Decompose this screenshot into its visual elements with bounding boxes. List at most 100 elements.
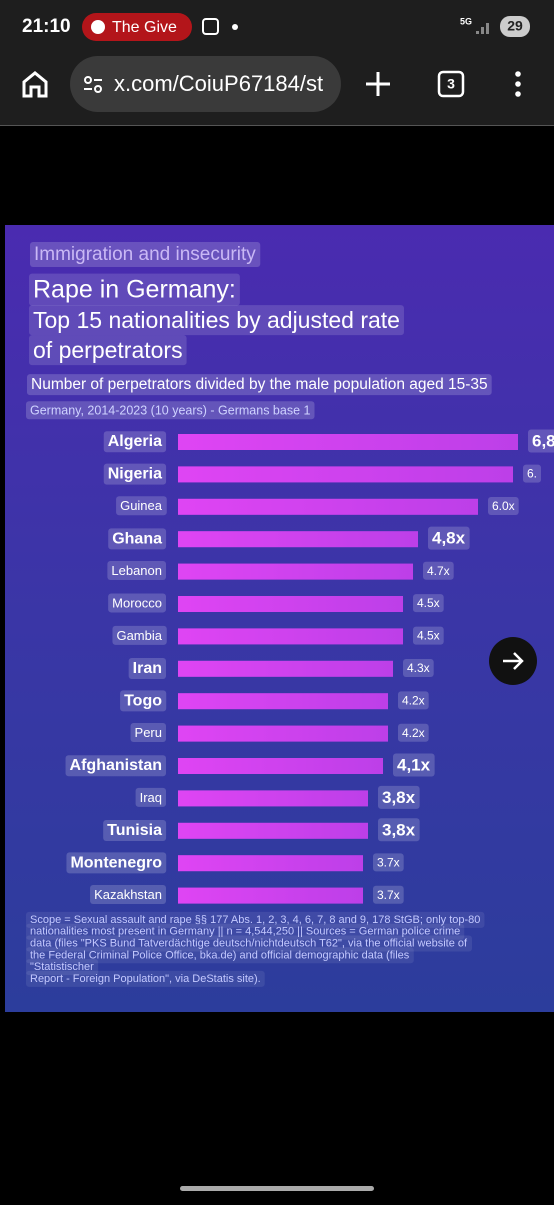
- value-label-box: [413, 594, 444, 613]
- value-label: 4.5x: [417, 596, 440, 610]
- value-label-box: [488, 496, 519, 515]
- chart-image: [5, 225, 554, 1012]
- bar-accent: [178, 498, 478, 515]
- value-label: 3,8x: [382, 788, 416, 807]
- footnote: data (files "PKS Bund Tatverdächtige deu…: [30, 938, 468, 950]
- value-label-box: [423, 561, 454, 580]
- category-label-box: [130, 723, 166, 743]
- category-label: Gambia: [116, 628, 162, 643]
- bar: [178, 596, 403, 612]
- footnote-box: [26, 911, 485, 928]
- category-label: Algeria: [108, 433, 162, 450]
- category-label-box: [103, 820, 167, 842]
- value-label-box: [528, 429, 554, 453]
- footnote: Scope = Sexual assault and rape §§ 177 A…: [30, 914, 480, 926]
- category-label: Iraq: [140, 790, 162, 805]
- bar: [178, 434, 518, 450]
- footnote-box: [26, 923, 465, 940]
- footnote: "Statistischer: [30, 961, 94, 973]
- menu-button[interactable]: [515, 71, 521, 97]
- category-label-box: [65, 755, 166, 777]
- value-label: 3.7x: [377, 888, 400, 902]
- category-label: Morocco: [112, 595, 162, 610]
- bar-accent: [178, 434, 518, 450]
- site-info-icon: [94, 85, 102, 93]
- value-label: 4.2x: [402, 726, 425, 740]
- value-label: 4.5x: [417, 629, 440, 643]
- category-label-box: [107, 561, 166, 581]
- value-label: 6.: [527, 467, 537, 481]
- bar-accent: [178, 596, 403, 612]
- home-button[interactable]: [22, 71, 48, 98]
- category-label-box: [108, 593, 166, 613]
- bar-accent: [178, 466, 513, 483]
- category-label: Nigeria: [108, 466, 162, 483]
- site-info-icon[interactable]: [84, 76, 92, 84]
- bar: [178, 466, 513, 483]
- bar-accent: [178, 758, 383, 774]
- clock: 21:10: [22, 16, 71, 37]
- value-label-box: [398, 691, 429, 710]
- home-indicator: [180, 1186, 374, 1191]
- category-label: Togo: [124, 692, 162, 709]
- chart-title: Top 15 nationalities by adjusted rate: [33, 307, 400, 333]
- bar-accent: [178, 887, 363, 904]
- chart-title-box: [29, 305, 404, 336]
- category-label: Ghana: [112, 530, 162, 547]
- bar: [178, 693, 388, 710]
- footnote: the Federal Criminal Police Office, bka.…: [30, 949, 410, 961]
- value-label: 3.7x: [377, 855, 400, 869]
- note-box: [26, 401, 315, 420]
- value-label: 3,8x: [382, 820, 416, 839]
- new-tab-button[interactable]: [366, 72, 390, 96]
- value-label-box: [373, 853, 404, 872]
- value-label-box: [403, 658, 434, 677]
- bar: [178, 855, 363, 872]
- category-label-box: [90, 885, 166, 905]
- category-label: Afghanistan: [70, 757, 162, 774]
- category-label: Montenegro: [70, 854, 162, 871]
- value-label: 4.3x: [407, 661, 430, 675]
- category-label-box: [66, 852, 167, 874]
- bar-accent: [178, 531, 418, 548]
- footnote-box: [26, 970, 265, 987]
- footnote: Report - Foreign Population", via DeStat…: [30, 973, 261, 985]
- value-label-box: [373, 885, 404, 904]
- value-label: 4,1x: [397, 755, 431, 774]
- tab-switcher[interactable]: [437, 70, 465, 98]
- value-label-box: [428, 526, 470, 550]
- screenshot-icon: [202, 18, 219, 35]
- category-label: Lebanon: [111, 563, 162, 578]
- bar-accent: [178, 563, 413, 580]
- bar-accent: [178, 822, 368, 839]
- category-label-box: [108, 528, 167, 550]
- battery: [500, 16, 530, 37]
- footnote-box: [26, 935, 473, 952]
- chart-title: Rape in Germany:: [33, 276, 236, 304]
- bar: [178, 887, 363, 904]
- footnote: nationalities most present in Germany ||…: [30, 926, 460, 938]
- subtitle-box: [27, 374, 492, 396]
- dot-icon: [232, 24, 238, 30]
- notification-pill[interactable]: [82, 13, 192, 41]
- category-label: Peru: [135, 725, 162, 740]
- kicker-box: [30, 242, 261, 268]
- value-label-box: [413, 626, 444, 645]
- category-label: Kazakhstan: [94, 887, 162, 902]
- category-label-box: [103, 463, 167, 485]
- bar-accent: [178, 725, 388, 742]
- chart-title-box: [29, 335, 187, 366]
- bar-accent: [178, 660, 393, 677]
- value-label-box: [378, 818, 420, 842]
- bar: [178, 725, 388, 742]
- bar: [178, 628, 403, 645]
- chart-title: of perpetrators: [33, 337, 183, 363]
- bar: [178, 531, 418, 548]
- bar: [178, 498, 478, 515]
- chart-title-box: [29, 273, 240, 306]
- category-label-box: [120, 690, 167, 712]
- value-label: 4.2x: [402, 693, 425, 707]
- url-bar[interactable]: [70, 56, 341, 112]
- battery-level: 29: [507, 18, 523, 34]
- bar-accent: [178, 855, 363, 872]
